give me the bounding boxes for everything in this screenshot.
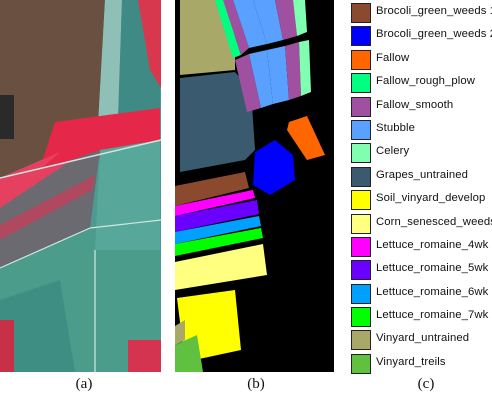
legend-item: Brocoli_green_weeds 1 bbox=[346, 2, 492, 25]
legend-swatch bbox=[351, 49, 371, 70]
legend-item: Celery bbox=[346, 142, 492, 165]
region-fallow bbox=[287, 116, 325, 160]
legend-item: Lettuce_romaine_5wk bbox=[346, 259, 492, 282]
legend-swatch bbox=[351, 143, 371, 164]
red-stripe bbox=[0, 175, 95, 240]
legend-label: Soil_vinyard_develop bbox=[376, 192, 486, 205]
red-patch-bottom-left bbox=[0, 320, 14, 372]
legend-label: Lettuce_romaine_5wk bbox=[376, 262, 489, 275]
legend: Brocoli_green_weeds 1 Brocoli_green_weeds… bbox=[346, 2, 492, 376]
road-1 bbox=[0, 139, 161, 179]
region-fallow-smooth-1 bbox=[223, 0, 249, 55]
legend-label: Corn_senesced_weeds bbox=[376, 215, 492, 228]
region-fallow-smooth-2 bbox=[275, 0, 297, 40]
legend-label: Vinyard_untrained bbox=[376, 332, 470, 345]
legend-label: Grapes_untrained bbox=[376, 168, 469, 181]
legend-label: Lettuce_romaine_7wk bbox=[376, 309, 489, 322]
caption-c: (c) bbox=[417, 376, 435, 392]
ground-truth-map bbox=[175, 0, 334, 372]
region-stubble-3 bbox=[249, 50, 273, 108]
legend-swatch bbox=[351, 330, 371, 351]
legend-item: Fallow_smooth bbox=[346, 96, 492, 119]
legend-label: Fallow_rough_plow bbox=[376, 75, 476, 88]
region-lettuce-7wk bbox=[175, 228, 263, 256]
legend-label: Brocoli_green_weeds 2 bbox=[376, 28, 492, 41]
legend-swatch bbox=[351, 190, 371, 211]
legend-item: Vinyard_treils bbox=[346, 353, 492, 376]
caption-b: (b) bbox=[247, 376, 265, 392]
legend-label: Lettuce_romaine_6wk bbox=[376, 285, 489, 298]
legend-swatch bbox=[351, 236, 371, 257]
legend-label: Lettuce_romaine_4wk bbox=[376, 238, 489, 251]
legend-swatch bbox=[351, 96, 371, 117]
region-celery-1 bbox=[293, 0, 307, 36]
region-brocoli-green-weeds-1 bbox=[175, 172, 249, 206]
dark-building bbox=[0, 95, 14, 139]
legend-item: Vinyard_untrained bbox=[346, 329, 492, 352]
legend-swatch bbox=[351, 260, 371, 281]
legend-item: Lettuce_romaine_6wk bbox=[346, 283, 492, 306]
legend-swatch bbox=[351, 119, 371, 140]
region-grapes-untrained bbox=[180, 72, 255, 172]
region-fallow-smooth-3 bbox=[235, 54, 261, 112]
legend-item: Fallow_rough_plow bbox=[346, 72, 492, 95]
legend-item: Lettuce_romaine_7wk bbox=[346, 306, 492, 329]
region-vinyard-untrained-2 bbox=[175, 320, 185, 345]
caption-a: (a) bbox=[75, 376, 93, 392]
legend-label: Brocoli_green_weeds 1 bbox=[376, 5, 492, 17]
legend-item: Grapes_untrained bbox=[346, 166, 492, 189]
legend-item: Brocoli_green_weeds 2 bbox=[346, 25, 492, 48]
region-stubble-2 bbox=[253, 0, 283, 44]
region-lettuce-5wk bbox=[175, 200, 259, 232]
legend-swatch bbox=[351, 213, 371, 234]
legend-swatch bbox=[351, 283, 371, 304]
legend-label: Vinyard_treils bbox=[376, 355, 446, 368]
legend-swatch bbox=[351, 353, 371, 374]
legend-label: Fallow_smooth bbox=[376, 98, 454, 111]
region-brocoli-green-weeds-2 bbox=[253, 140, 295, 195]
legend-label: Stubble bbox=[376, 121, 416, 134]
road-4 bbox=[0, 227, 91, 269]
legend-swatch bbox=[351, 307, 371, 328]
region-stubble-1 bbox=[233, 0, 267, 48]
legend-label: Fallow bbox=[376, 51, 410, 64]
legend-swatch bbox=[351, 73, 371, 94]
legend-item: Fallow bbox=[346, 49, 492, 72]
region-fallow-smooth-4 bbox=[285, 42, 301, 100]
red-patch-bottom-right bbox=[128, 340, 161, 372]
legend-item: Corn_senesced_weeds bbox=[346, 213, 492, 236]
region-stubble-4 bbox=[267, 46, 289, 104]
region-lettuce-6wk bbox=[175, 216, 261, 244]
legend-swatch bbox=[351, 3, 371, 23]
red-field-top-right bbox=[138, 0, 161, 88]
road-2 bbox=[89, 219, 161, 229]
region-lettuce-4wk bbox=[175, 190, 255, 216]
region-vinyard-treils bbox=[175, 335, 203, 372]
pale-strip bbox=[98, 0, 122, 125]
false-color-satellite-image bbox=[0, 0, 161, 372]
region-corn-senesced-weeds bbox=[175, 244, 267, 290]
legend-item: Lettuce_romaine_4wk bbox=[346, 236, 492, 259]
teal-field-right bbox=[95, 140, 160, 250]
region-fallow-rough-plow-1 bbox=[215, 0, 241, 58]
legend-item: Stubble bbox=[346, 119, 492, 142]
legend-swatch bbox=[351, 26, 371, 47]
legend-label: Celery bbox=[376, 145, 410, 158]
legend-item: Soil_vinyard_develop bbox=[346, 189, 492, 212]
legend-swatch bbox=[351, 166, 371, 187]
region-celery-2 bbox=[299, 40, 311, 96]
dark-teal-field bbox=[0, 280, 75, 372]
